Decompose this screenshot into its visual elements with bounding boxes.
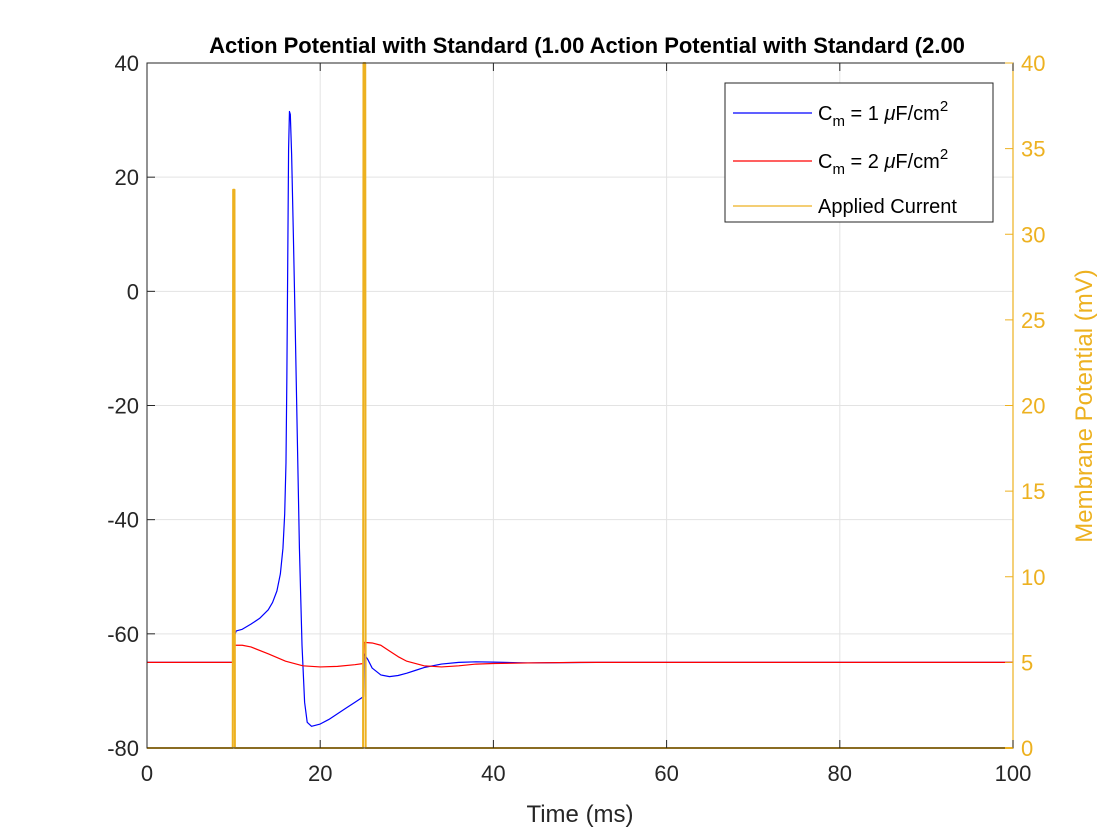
x-tick-label: 0 (141, 761, 153, 786)
legend: Cm = 1 μF/cm2 Cm = 2 μF/cm2 Applied Curren… (724, 82, 994, 223)
x-axis-label: Time (ms) (526, 801, 633, 828)
left-y-tick-label: -20 (107, 394, 139, 419)
series-line-cm2 (147, 641, 1013, 668)
legend-entry-cm2: Cm = 2 μF/cm2 (818, 146, 948, 178)
chart-title: Action Potential with Standard (1.00 Act… (209, 33, 965, 58)
right-y-axis-label: Membrane Potential (mV) (1071, 269, 1098, 542)
right-y-tick-label: 25 (1021, 308, 1045, 333)
legend-entry-cm1: Cm = 1 μF/cm2 (818, 98, 948, 130)
legend-entry-applied-current: Applied Current (818, 196, 957, 218)
axis-ticks: 0 20 40 60 80 100 -80 -60 -40 -20 0 20 40 0 5 10 15 20 25 3… (107, 51, 1045, 786)
left-y-tick-label: -80 (107, 736, 139, 761)
right-y-tick-label: 35 (1021, 137, 1045, 162)
left-y-tick-label: 40 (115, 51, 139, 76)
x-tick-label: 100 (995, 761, 1032, 786)
x-tick-label: 80 (828, 761, 852, 786)
left-y-tick-label: 20 (115, 165, 139, 190)
right-y-tick-label: 15 (1021, 479, 1045, 504)
legend-box (724, 82, 994, 223)
left-y-tick-label: 0 (127, 279, 139, 304)
left-y-tick-label: -40 (107, 508, 139, 533)
right-y-tick-label: 20 (1021, 394, 1045, 419)
right-y-tick-label: 10 (1021, 565, 1045, 590)
series-line-cm1 (147, 110, 1013, 727)
right-y-tick-label: 30 (1021, 222, 1045, 247)
right-y-tick-label: 5 (1021, 650, 1033, 675)
right-y-tick-label: 0 (1021, 736, 1033, 761)
x-tick-label: 40 (481, 761, 505, 786)
x-tick-label: 60 (654, 761, 678, 786)
left-y-tick-label: -60 (107, 622, 139, 647)
x-tick-label: 20 (308, 761, 332, 786)
right-y-tick-label: 40 (1021, 51, 1045, 76)
